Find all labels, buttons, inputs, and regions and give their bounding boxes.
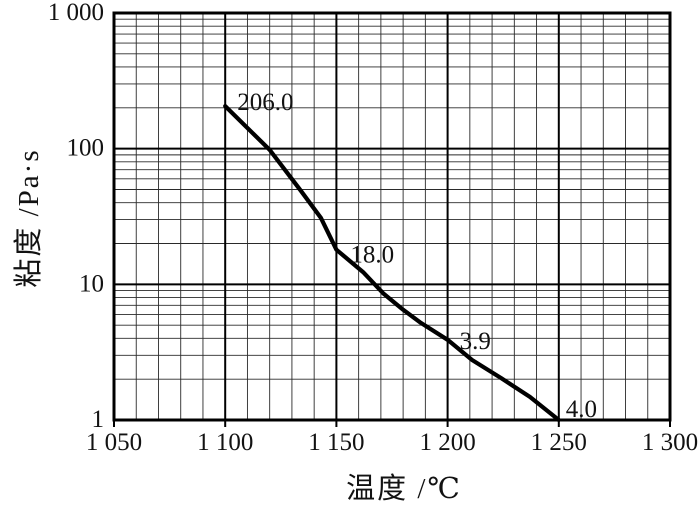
x-tick-label: 1 100 [197, 429, 253, 456]
y-tick-label: 1 000 [48, 0, 104, 26]
y-axis-title: 粘度 /Pa·s [12, 148, 45, 287]
x-axis-title: 温度 /℃ [346, 472, 462, 505]
x-tick-label: 1 150 [308, 429, 364, 456]
tick-labels: 1 050 1 100 1 150 1 200 1 250 1 300 1 10 100 1 00… [48, 0, 698, 456]
data-point-label: 4.0 [566, 396, 597, 423]
x-tick-label: 1 200 [419, 429, 475, 456]
x-tick-label: 1 300 [642, 429, 698, 456]
y-tick-label: 10 [79, 270, 104, 297]
data-point-label: 3.9 [460, 328, 491, 355]
y-tick-label: 1 [92, 406, 105, 433]
data-point-label: 18.0 [350, 242, 394, 269]
y-tick-label: 100 [67, 135, 105, 162]
data-point-labels: 206.0 18.0 3.9 4.0 [237, 89, 597, 423]
x-tick-label: 1 250 [531, 429, 587, 456]
x-tick-label: 1 050 [86, 429, 142, 456]
viscosity-curve [223, 104, 561, 423]
grid-major [113, 12, 671, 421]
plot-frame [112, 11, 672, 422]
grid-minor [114, 13, 670, 420]
data-point-label: 206.0 [237, 89, 293, 116]
